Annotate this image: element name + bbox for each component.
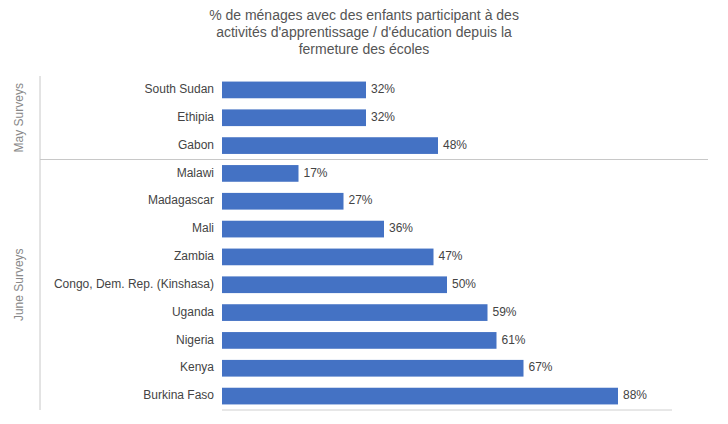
title: % de ménages avec des enfants participan… bbox=[209, 7, 519, 57]
category-label: Burkina Faso bbox=[143, 388, 214, 402]
bar bbox=[222, 388, 618, 405]
data-label: 36% bbox=[389, 221, 413, 235]
bar bbox=[222, 304, 488, 321]
group-label: May Surveys bbox=[12, 83, 26, 152]
category-label: Madagascar bbox=[148, 193, 214, 207]
data-label: 59% bbox=[493, 305, 517, 319]
bar bbox=[222, 165, 299, 182]
group-separator bbox=[40, 159, 708, 160]
bars bbox=[222, 82, 618, 405]
bar bbox=[222, 221, 384, 238]
bar bbox=[222, 276, 447, 293]
category-label: Kenya bbox=[180, 360, 214, 374]
x-axis-line bbox=[222, 410, 672, 411]
data-label: 50% bbox=[452, 277, 476, 291]
data-label: 32% bbox=[371, 82, 395, 96]
category-label: South Sudan bbox=[145, 82, 214, 96]
chart: % de ménages avec des enfants participan… bbox=[0, 0, 728, 424]
category-label: Congo, Dem. Rep. (Kinshasa) bbox=[54, 277, 214, 291]
data-label: 27% bbox=[349, 193, 373, 207]
group-label: June Surveys bbox=[12, 248, 26, 321]
group-divider bbox=[40, 76, 41, 410]
bar bbox=[222, 360, 524, 377]
bar bbox=[222, 332, 497, 349]
data-label: 47% bbox=[439, 249, 463, 263]
bar bbox=[222, 109, 366, 126]
category-label: Ethipia bbox=[177, 110, 214, 124]
bar bbox=[222, 137, 438, 154]
data-label: 88% bbox=[623, 388, 647, 402]
category-label: Gabon bbox=[178, 138, 214, 152]
category-label: Malawi bbox=[177, 166, 214, 180]
data-label: 67% bbox=[529, 360, 553, 374]
bar bbox=[222, 249, 434, 266]
bar bbox=[222, 82, 366, 99]
bar bbox=[222, 193, 344, 210]
category-label: Mali bbox=[192, 221, 214, 235]
data-label: 17% bbox=[304, 166, 328, 180]
data-label: 48% bbox=[443, 138, 467, 152]
category-label: Zambia bbox=[174, 249, 214, 263]
data-label: 61% bbox=[502, 333, 526, 347]
data-label: 32% bbox=[371, 110, 395, 124]
category-label: Uganda bbox=[172, 305, 214, 319]
category-label: Nigeria bbox=[176, 333, 214, 347]
